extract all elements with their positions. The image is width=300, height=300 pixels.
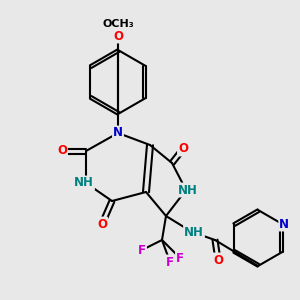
Text: O: O xyxy=(213,254,223,266)
Text: OCH₃: OCH₃ xyxy=(102,19,134,29)
Text: O: O xyxy=(57,145,67,158)
Text: N: N xyxy=(279,218,289,230)
Text: O: O xyxy=(97,218,107,230)
Text: O: O xyxy=(113,29,123,43)
Text: O: O xyxy=(178,142,188,155)
Text: F: F xyxy=(138,244,146,256)
Text: N: N xyxy=(113,127,123,140)
Text: F: F xyxy=(176,251,184,265)
Text: NH: NH xyxy=(178,184,198,196)
Text: NH: NH xyxy=(184,226,204,238)
Text: F: F xyxy=(166,256,174,268)
Text: NH: NH xyxy=(74,176,94,190)
